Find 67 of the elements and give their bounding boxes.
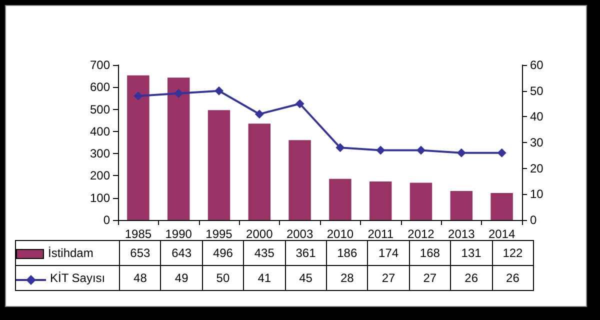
data-label: 49 <box>160 266 202 290</box>
y-tick-label: 200 <box>90 168 110 183</box>
legend-label: KİT Sayısı <box>16 266 120 290</box>
bar <box>248 124 271 220</box>
bar <box>167 78 190 220</box>
x-tick-label: 2010 <box>326 227 354 241</box>
y-tick-label: 300 <box>90 146 110 161</box>
point <box>214 86 224 96</box>
y-tick-label: 100 <box>90 190 110 205</box>
bar <box>288 140 311 220</box>
x-tick-label: 1985 <box>124 227 152 241</box>
x-tick-label: 2011 <box>368 227 394 241</box>
point <box>254 110 264 119</box>
bar <box>490 192 513 220</box>
point <box>497 148 506 158</box>
y2-tick-label: 30 <box>530 136 544 150</box>
data-label: 361 <box>285 240 326 266</box>
data-label: 27 <box>409 266 451 290</box>
bar <box>369 181 392 220</box>
data-label: 48 <box>120 266 161 290</box>
x-tick-label: 2014 <box>488 227 516 241</box>
x-tick-label: 2000 <box>246 227 274 241</box>
data-label: 45 <box>285 266 326 290</box>
x-tick-label: 2003 <box>286 227 314 241</box>
point <box>134 92 143 100</box>
data-label: 435 <box>244 240 286 266</box>
point <box>174 88 184 98</box>
data-label: 131 <box>450 240 492 266</box>
data-label: 174 <box>368 240 410 266</box>
y2-tick-label: 20 <box>530 161 544 176</box>
y2-tick-label: 50 <box>530 84 544 98</box>
data-label: 653 <box>120 240 161 266</box>
data-label: 496 <box>202 240 244 266</box>
y2-tick-label: 10 <box>530 187 544 202</box>
data-label: 643 <box>160 240 202 266</box>
bar <box>127 75 150 220</box>
data-label: 26 <box>492 266 534 290</box>
bar <box>329 178 352 220</box>
bar <box>208 110 230 220</box>
data-label: 26 <box>450 266 492 290</box>
x-tick-label: 1995 <box>206 227 233 241</box>
data-label: 122 <box>492 240 534 266</box>
point <box>376 146 386 155</box>
data-label: 28 <box>326 266 368 290</box>
y-tick-label: 0 <box>103 213 110 227</box>
x-tick-label: 2013 <box>448 227 476 241</box>
y-tick-label: 500 <box>90 102 110 116</box>
x-tick-label: 2012 <box>408 227 435 241</box>
point <box>336 143 345 152</box>
y-tick-label: 400 <box>90 124 110 138</box>
y-tick-label: 600 <box>90 80 110 94</box>
point <box>295 99 304 108</box>
y2-tick-label: 0 <box>530 213 537 227</box>
legend-label: İstihdam <box>16 240 120 266</box>
y2-tick-label: 40 <box>530 110 544 124</box>
y2-tick-label: 60 <box>530 58 544 72</box>
point <box>456 148 466 158</box>
point <box>416 146 426 155</box>
data-label: 50 <box>202 266 244 290</box>
data-label: 168 <box>409 240 451 266</box>
y-tick-label: 700 <box>90 58 110 72</box>
data-label: 186 <box>326 240 368 266</box>
bar <box>410 182 432 220</box>
data-label: 27 <box>368 266 410 290</box>
x-tick-label: 1990 <box>165 227 192 241</box>
data-label: 41 <box>244 266 286 290</box>
bar <box>450 190 473 220</box>
